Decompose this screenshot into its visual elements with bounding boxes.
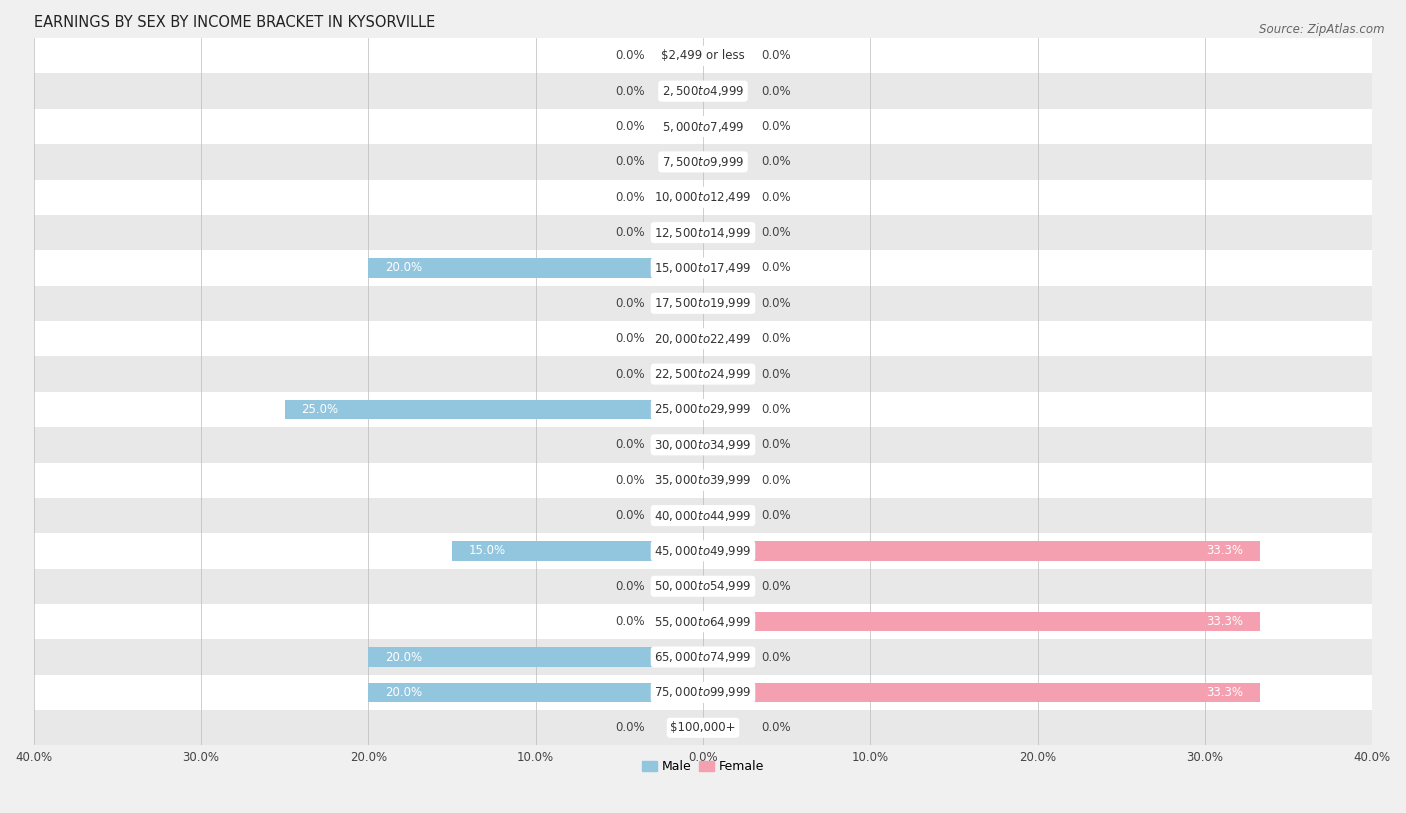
Bar — [34, 109, 1372, 144]
Text: 0.0%: 0.0% — [614, 580, 644, 593]
Text: 20.0%: 20.0% — [385, 262, 422, 275]
Text: 0.0%: 0.0% — [762, 262, 792, 275]
Bar — [34, 250, 1372, 285]
Text: 0.0%: 0.0% — [762, 226, 792, 239]
Text: 0.0%: 0.0% — [762, 650, 792, 663]
Text: 0.0%: 0.0% — [762, 367, 792, 380]
Bar — [34, 215, 1372, 250]
Text: 0.0%: 0.0% — [614, 120, 644, 133]
Text: 0.0%: 0.0% — [614, 85, 644, 98]
Text: 33.3%: 33.3% — [1206, 545, 1243, 558]
Text: 25.0%: 25.0% — [301, 403, 339, 416]
Text: $2,500 to $4,999: $2,500 to $4,999 — [662, 85, 744, 98]
Text: 0.0%: 0.0% — [614, 333, 644, 346]
Text: $50,000 to $54,999: $50,000 to $54,999 — [654, 580, 752, 593]
Text: $75,000 to $99,999: $75,000 to $99,999 — [654, 685, 752, 699]
Text: $22,500 to $24,999: $22,500 to $24,999 — [654, 367, 752, 381]
Bar — [34, 568, 1372, 604]
Bar — [451, 541, 703, 561]
Text: 0.0%: 0.0% — [614, 297, 644, 310]
Legend: Male, Female: Male, Female — [637, 755, 769, 778]
Bar — [703, 541, 1260, 561]
Bar — [368, 683, 703, 702]
Bar — [34, 710, 1372, 746]
Text: 0.0%: 0.0% — [762, 50, 792, 63]
Text: 0.0%: 0.0% — [614, 367, 644, 380]
Bar — [368, 647, 703, 667]
Bar — [703, 683, 1260, 702]
Bar — [34, 675, 1372, 710]
Bar — [34, 321, 1372, 356]
Text: 20.0%: 20.0% — [385, 650, 422, 663]
Text: $17,500 to $19,999: $17,500 to $19,999 — [654, 297, 752, 311]
Text: EARNINGS BY SEX BY INCOME BRACKET IN KYSORVILLE: EARNINGS BY SEX BY INCOME BRACKET IN KYS… — [34, 15, 434, 30]
Bar — [34, 498, 1372, 533]
Text: $2,499 or less: $2,499 or less — [661, 50, 745, 63]
Text: 0.0%: 0.0% — [614, 474, 644, 487]
Text: 0.0%: 0.0% — [614, 721, 644, 734]
Text: $45,000 to $49,999: $45,000 to $49,999 — [654, 544, 752, 558]
Text: $40,000 to $44,999: $40,000 to $44,999 — [654, 509, 752, 523]
Bar — [703, 612, 1260, 632]
Text: $35,000 to $39,999: $35,000 to $39,999 — [654, 473, 752, 487]
Text: 0.0%: 0.0% — [762, 580, 792, 593]
Bar — [34, 463, 1372, 498]
Text: 0.0%: 0.0% — [614, 226, 644, 239]
Text: $30,000 to $34,999: $30,000 to $34,999 — [654, 438, 752, 452]
Text: $7,500 to $9,999: $7,500 to $9,999 — [662, 155, 744, 169]
Bar — [34, 427, 1372, 463]
Text: 0.0%: 0.0% — [614, 155, 644, 168]
Text: 0.0%: 0.0% — [762, 120, 792, 133]
Text: $55,000 to $64,999: $55,000 to $64,999 — [654, 615, 752, 628]
Text: 0.0%: 0.0% — [762, 721, 792, 734]
Bar — [284, 400, 703, 420]
Text: 33.3%: 33.3% — [1206, 615, 1243, 628]
Text: 0.0%: 0.0% — [762, 155, 792, 168]
Text: 0.0%: 0.0% — [614, 615, 644, 628]
Bar — [34, 285, 1372, 321]
Bar — [34, 38, 1372, 73]
Text: 15.0%: 15.0% — [468, 545, 506, 558]
Bar — [34, 639, 1372, 675]
Text: 0.0%: 0.0% — [762, 438, 792, 451]
Text: 0.0%: 0.0% — [614, 50, 644, 63]
Text: 0.0%: 0.0% — [614, 191, 644, 204]
Text: 0.0%: 0.0% — [762, 333, 792, 346]
Text: 0.0%: 0.0% — [614, 438, 644, 451]
Text: $10,000 to $12,499: $10,000 to $12,499 — [654, 190, 752, 204]
Bar — [34, 356, 1372, 392]
Text: $5,000 to $7,499: $5,000 to $7,499 — [662, 120, 744, 133]
Text: Source: ZipAtlas.com: Source: ZipAtlas.com — [1260, 23, 1385, 36]
Text: 0.0%: 0.0% — [762, 85, 792, 98]
Bar — [34, 144, 1372, 180]
Text: 20.0%: 20.0% — [385, 686, 422, 699]
Bar — [368, 259, 703, 278]
Bar — [34, 392, 1372, 427]
Text: 0.0%: 0.0% — [762, 509, 792, 522]
Text: 0.0%: 0.0% — [762, 474, 792, 487]
Text: $65,000 to $74,999: $65,000 to $74,999 — [654, 650, 752, 664]
Text: $20,000 to $22,499: $20,000 to $22,499 — [654, 332, 752, 346]
Text: 33.3%: 33.3% — [1206, 686, 1243, 699]
Text: $12,500 to $14,999: $12,500 to $14,999 — [654, 226, 752, 240]
Bar — [34, 533, 1372, 568]
Text: $100,000+: $100,000+ — [671, 721, 735, 734]
Bar — [34, 604, 1372, 639]
Text: 0.0%: 0.0% — [762, 191, 792, 204]
Bar — [34, 180, 1372, 215]
Bar — [34, 73, 1372, 109]
Text: 0.0%: 0.0% — [762, 403, 792, 416]
Text: $15,000 to $17,499: $15,000 to $17,499 — [654, 261, 752, 275]
Text: $25,000 to $29,999: $25,000 to $29,999 — [654, 402, 752, 416]
Text: 0.0%: 0.0% — [762, 297, 792, 310]
Text: 0.0%: 0.0% — [614, 509, 644, 522]
